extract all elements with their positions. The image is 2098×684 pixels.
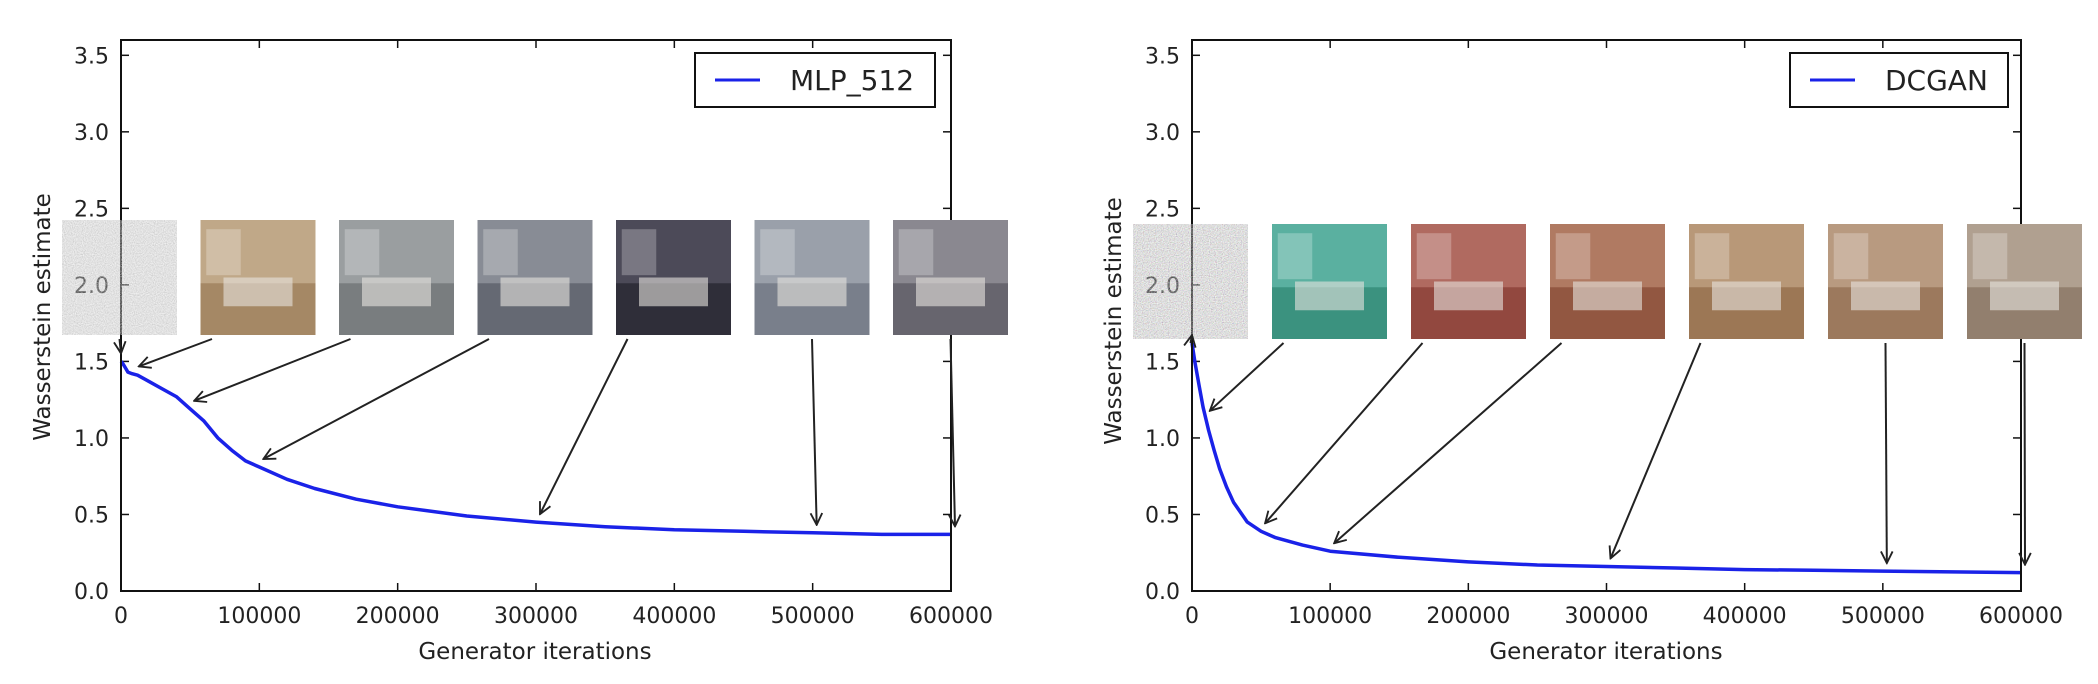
x-tick-label: 400000 — [1703, 604, 1787, 629]
y-tick-label: 0.0 — [1145, 580, 1180, 605]
annotation-arrow — [1191, 335, 1193, 343]
x-tick-label: 100000 — [217, 604, 301, 629]
y-tick-label: 0.0 — [74, 580, 109, 605]
annotation-arrow — [2025, 342, 2026, 565]
x-tick-label: 200000 — [1426, 604, 1510, 629]
annotation-arrow — [1265, 342, 1424, 523]
y-tick-label: 2.5 — [1145, 197, 1180, 222]
x-tick-label: 300000 — [494, 604, 578, 629]
annotation-arrow — [1886, 342, 1887, 563]
axis-ticks: 0 100000 200000 300000 400000 500000 600000 0.0… — [74, 40, 993, 629]
x-tick-label: 200000 — [356, 604, 440, 629]
sample-image — [1272, 224, 1387, 339]
sample-image — [200, 220, 316, 335]
x-tick-label: 500000 — [771, 604, 855, 629]
annotation-arrow — [540, 338, 629, 514]
y-tick-label: 1.5 — [1145, 350, 1180, 375]
x-tick-label: 100000 — [1288, 604, 1372, 629]
annotation-arrow — [1611, 342, 1702, 559]
annotation-arrow — [1334, 342, 1563, 543]
annotation-arrows — [120, 338, 956, 526]
y-tick-label: 0.5 — [1145, 503, 1180, 528]
sample-image — [1828, 224, 1943, 339]
legend-label: MLP_512 — [790, 64, 914, 97]
y-tick-label: 3.5 — [74, 44, 109, 69]
chart-mlp-512: Wasserstein estimate Generator iteration… — [30, 39, 1008, 665]
sample-image — [1411, 224, 1526, 339]
sample-image — [754, 220, 870, 335]
series-line-dcgan — [1190, 342, 2022, 575]
y-axis-label: Wasserstein estimate — [1101, 197, 1127, 445]
axis-ticks: 0 100000 200000 300000 400000 500000 600000 0.0… — [1145, 40, 2063, 629]
sample-image — [1967, 224, 2082, 339]
annotation-arrow — [263, 338, 490, 459]
sample-image — [1550, 224, 1665, 339]
annotation-arrows — [1191, 335, 2026, 565]
annotation-arrow — [951, 338, 956, 526]
sample-image — [1133, 224, 1248, 339]
annotation-arrow — [194, 338, 351, 401]
sample-image — [339, 220, 454, 335]
annotation-arrow — [812, 338, 817, 525]
series-line-mlp-512 — [119, 360, 951, 537]
x-tick-label: 0 — [114, 604, 128, 629]
legend: MLP_512 — [694, 52, 936, 108]
y-tick-label: 1.0 — [74, 427, 109, 452]
y-tick-label: 3.0 — [1145, 121, 1180, 146]
sample-image — [62, 220, 177, 335]
y-tick-label: 1.0 — [1145, 427, 1180, 452]
line-series — [119, 360, 951, 537]
x-tick-label: 300000 — [1565, 604, 1649, 629]
y-tick-label: 3.5 — [1145, 44, 1180, 69]
sample-image — [477, 220, 593, 335]
sample-images — [62, 220, 1008, 335]
y-tick-label: 1.5 — [74, 350, 109, 375]
x-tick-label: 500000 — [1841, 604, 1925, 629]
annotation-arrow — [1210, 342, 1285, 411]
x-tick-label: 400000 — [632, 604, 716, 629]
chart-dcgan: Wasserstein estimate Generator iteration… — [1101, 39, 2082, 665]
x-tick-label: 0 — [1185, 604, 1199, 629]
annotation-arrow — [120, 338, 122, 353]
y-tick-label: 3.0 — [74, 121, 109, 146]
x-axis-label: Generator iterations — [418, 639, 651, 665]
x-tick-label: 600000 — [909, 604, 993, 629]
sample-images — [1133, 224, 2082, 339]
y-axis-label: Wasserstein estimate — [30, 193, 56, 441]
sample-image — [616, 220, 731, 335]
annotation-arrow — [139, 338, 213, 366]
line-series — [1190, 342, 2022, 575]
legend-label: DCGAN — [1885, 64, 1988, 97]
y-tick-label: 2.5 — [74, 197, 109, 222]
x-tick-label: 600000 — [1979, 604, 2063, 629]
legend: DCGAN — [1789, 52, 2009, 108]
sample-image — [1689, 224, 1804, 339]
y-tick-label: 0.5 — [74, 503, 109, 528]
sample-image — [893, 220, 1008, 335]
x-axis-label: Generator iterations — [1489, 639, 1722, 665]
